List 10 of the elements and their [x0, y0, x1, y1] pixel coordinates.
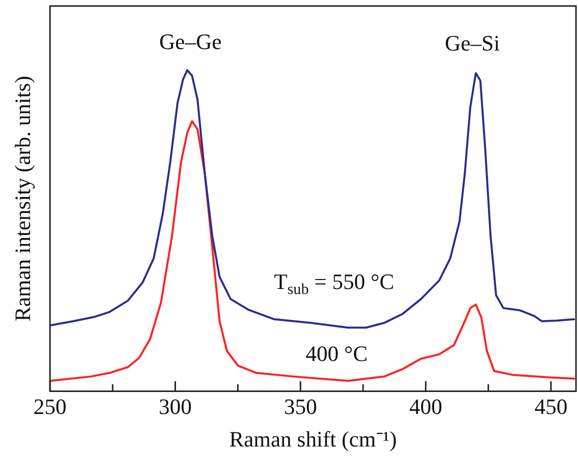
text: Ge–Si	[444, 30, 500, 56]
text: Ge–Ge	[159, 28, 222, 54]
x-tick-label: 400	[409, 394, 442, 420]
x-tick-label: 450	[534, 394, 568, 420]
x-axis-title: Raman shift (cm⁻¹)	[229, 426, 397, 452]
annotation: 400 °C	[306, 341, 368, 366]
y-axis-title: Raman intensity (arb. units)	[10, 76, 35, 322]
x-tick-label: 300	[158, 394, 192, 420]
x-tick-label: 250	[34, 394, 66, 420]
x-tick-label: 350	[284, 394, 317, 420]
